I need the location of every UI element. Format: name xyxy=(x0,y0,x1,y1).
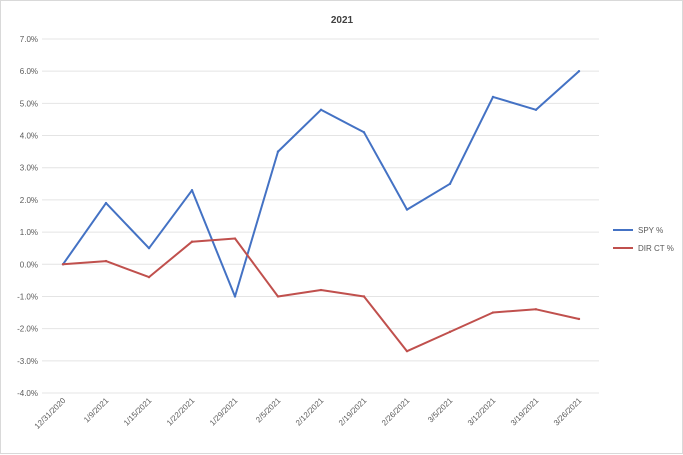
data-point xyxy=(319,108,323,112)
data-point xyxy=(448,330,452,334)
series-line xyxy=(62,70,580,298)
y-tick-label: 5.0% xyxy=(20,99,38,108)
y-tick-label: -3.0% xyxy=(17,357,38,366)
data-point xyxy=(405,349,409,353)
x-tick-label: 2/12/2021 xyxy=(294,396,326,428)
data-point xyxy=(362,295,366,298)
data-point xyxy=(276,150,280,153)
series-lines xyxy=(61,69,581,353)
data-point xyxy=(577,69,581,73)
gridlines xyxy=(42,38,599,394)
data-point xyxy=(362,131,366,134)
data-point xyxy=(190,189,194,192)
y-tick-label: 7.0% xyxy=(20,35,38,44)
data-point xyxy=(491,311,495,314)
data-point xyxy=(61,263,65,266)
data-point xyxy=(534,108,538,112)
y-tick-label: 4.0% xyxy=(20,132,38,141)
y-tick-label: 2.0% xyxy=(20,196,38,205)
x-tick-label: 2/5/2021 xyxy=(254,396,283,425)
x-tick-label: 1/15/2021 xyxy=(122,396,154,428)
data-point xyxy=(534,308,538,311)
x-tick-label: 2/19/2021 xyxy=(337,396,369,428)
legend-label: DIR CT % xyxy=(638,244,674,253)
data-point xyxy=(104,259,108,263)
x-tick-label: 3/5/2021 xyxy=(426,396,455,425)
data-point xyxy=(577,317,581,321)
y-tick-label: -2.0% xyxy=(17,325,38,334)
y-tick-label: 0.0% xyxy=(20,260,38,269)
chart-title: 2021 xyxy=(331,15,354,26)
data-point xyxy=(233,237,237,240)
x-tick-label: 3/26/2021 xyxy=(552,396,584,428)
x-tick-label: 3/12/2021 xyxy=(466,396,498,428)
x-tick-label: 2/26/2021 xyxy=(380,396,412,428)
data-point xyxy=(319,288,323,292)
y-tick-label: 6.0% xyxy=(20,67,38,76)
y-axis-ticks: -4.0% -3.0% -2.0% -1.0% 0.0% 1.0% 2.0% 3.0% 4.0%… xyxy=(17,35,38,398)
x-tick-label: 1/29/2021 xyxy=(208,396,240,428)
data-point xyxy=(147,246,151,250)
y-tick-label: -4.0% xyxy=(17,389,38,398)
data-point xyxy=(405,208,409,211)
legend: SPY % DIR CT % xyxy=(613,226,674,253)
x-tick-label: 1/22/2021 xyxy=(165,396,197,428)
x-axis-ticks: 12/31/2020 1/9/2021 1/15/2021 1/22/2021 1/29… xyxy=(33,396,584,431)
data-point xyxy=(190,240,194,243)
y-tick-label: 1.0% xyxy=(20,228,38,237)
data-point xyxy=(448,182,452,186)
y-tick-label: -1.0% xyxy=(17,292,38,301)
x-tick-label: 12/31/2020 xyxy=(33,396,68,431)
legend-label: SPY % xyxy=(638,226,663,235)
y-tick-label: 3.0% xyxy=(20,164,38,173)
x-tick-label: 3/19/2021 xyxy=(509,396,541,428)
data-point xyxy=(233,295,237,298)
x-tick-label: 1/9/2021 xyxy=(82,396,111,425)
data-point xyxy=(147,275,151,279)
series-line xyxy=(62,237,580,353)
data-point xyxy=(491,95,495,99)
data-point xyxy=(276,295,280,298)
data-point xyxy=(104,201,108,205)
